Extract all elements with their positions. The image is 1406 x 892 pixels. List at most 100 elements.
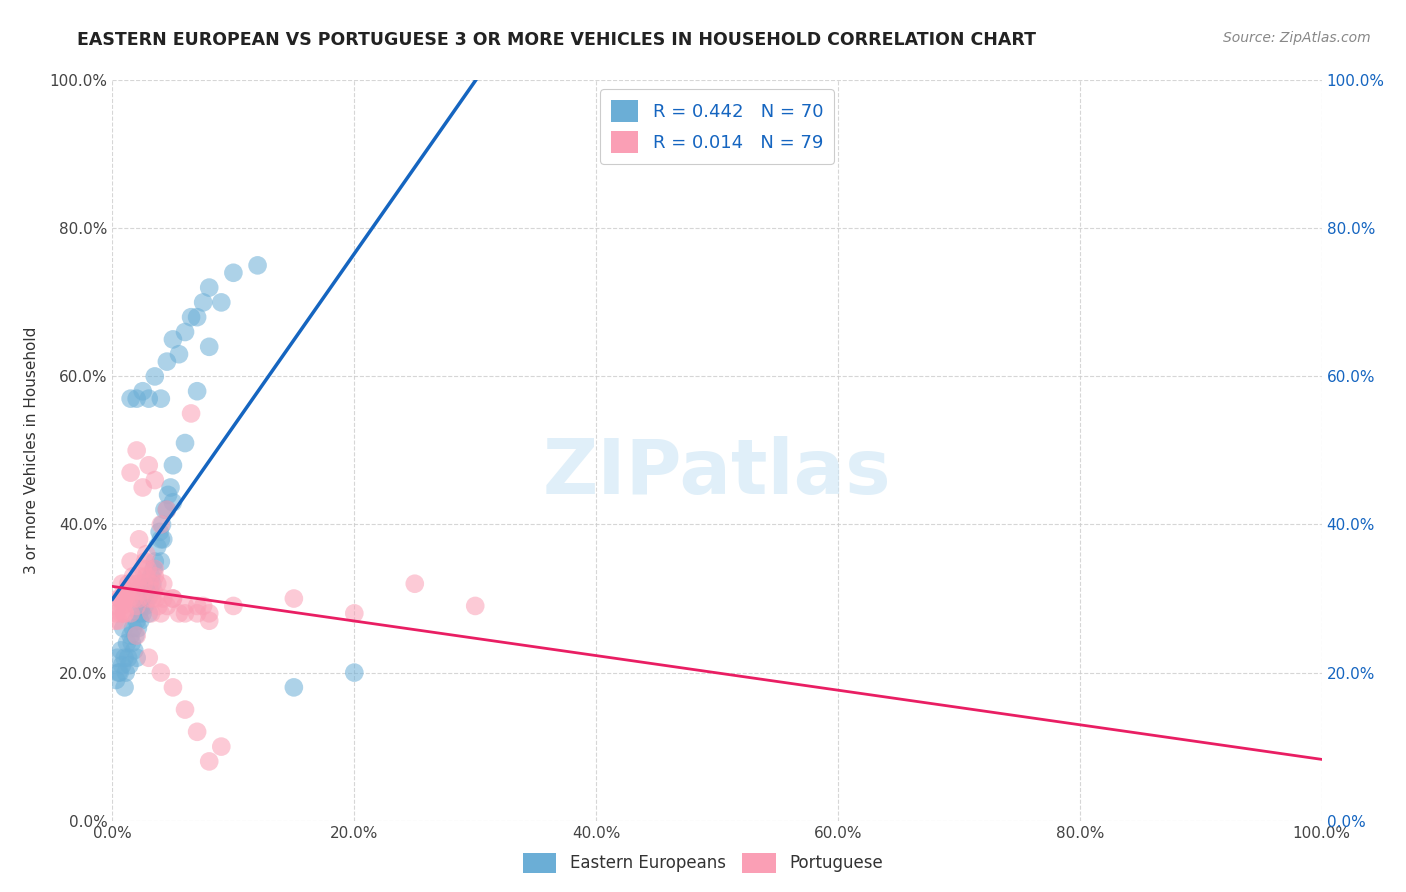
Point [131,584,153,599]
Point [138,392,160,406]
Point [209,295,232,310]
Point [138,591,160,606]
Y-axis label: 3 or more Vehicles in Household: 3 or more Vehicles in Household [24,326,38,574]
Point [134,599,156,613]
Point [125,599,148,613]
Point [132,576,155,591]
Point [152,576,174,591]
Point [167,347,190,361]
Point [107,614,129,628]
Point [120,466,142,480]
Point [162,591,184,606]
Point [108,591,131,606]
Point [127,621,149,635]
Point [149,555,172,569]
Point [114,607,136,621]
Text: EASTERN EUROPEAN VS PORTUGUESE 3 OR MORE VEHICLES IN HOUSEHOLD CORRELATION CHART: EASTERN EUROPEAN VS PORTUGUESE 3 OR MORE… [77,31,1036,49]
Legend: Eastern Europeans, Portuguese: Eastern Europeans, Portuguese [516,847,890,880]
Point [120,392,142,406]
Point [104,614,127,628]
Point [114,650,136,665]
Point [105,673,128,687]
Point [143,562,166,576]
Point [186,724,208,739]
Point [132,384,155,399]
Point [118,591,141,606]
Point [157,488,180,502]
Point [128,533,150,547]
Point [132,562,155,576]
Point [141,569,163,583]
Point [115,636,138,650]
Point [128,591,150,606]
Point [150,517,173,532]
Point [122,621,145,635]
Point [125,392,148,406]
Legend: R = 0.442   N = 70, R = 0.014   N = 79: R = 0.442 N = 70, R = 0.014 N = 79 [600,89,834,164]
Point [136,591,159,606]
Point [105,599,128,613]
Point [149,524,172,539]
Point [115,584,138,599]
Point [114,607,136,621]
Point [148,599,170,613]
Point [186,384,208,399]
Point [117,650,139,665]
Point [174,436,197,450]
Point [124,628,146,642]
Point [191,295,215,310]
Point [162,333,184,347]
Point [110,607,132,621]
Point [162,495,184,509]
Point [120,628,142,642]
Point [143,569,166,583]
Text: ZIPatlas: ZIPatlas [543,435,891,509]
Point [138,458,160,473]
Point [191,599,215,613]
Point [111,576,134,591]
Point [149,607,172,621]
Point [135,569,157,583]
Point [122,569,145,583]
Point [135,547,157,561]
Point [143,555,166,569]
Point [162,458,184,473]
Point [132,607,155,621]
Point [198,607,221,621]
Point [162,591,184,606]
Point [156,502,179,516]
Point [156,354,179,368]
Point [122,643,145,657]
Point [105,607,128,621]
Point [156,502,179,516]
Point [149,533,172,547]
Point [198,755,221,769]
Point [105,650,128,665]
Point [162,681,184,695]
Point [343,607,366,621]
Point [186,310,208,325]
Point [110,643,132,657]
Point [122,591,145,606]
Point [114,681,136,695]
Point [464,599,486,613]
Point [112,591,135,606]
Point [141,591,163,606]
Point [152,533,174,547]
Point [135,584,157,599]
Point [174,703,197,717]
Point [283,591,305,606]
Point [149,665,172,680]
Point [174,607,197,621]
Point [198,614,221,628]
Point [132,591,155,606]
Point [209,739,232,754]
Point [143,369,166,384]
Point [186,599,208,613]
Point [222,266,245,280]
Point [134,555,156,569]
Point [120,555,142,569]
Point [108,665,131,680]
Point [143,473,166,487]
Point [138,607,160,621]
